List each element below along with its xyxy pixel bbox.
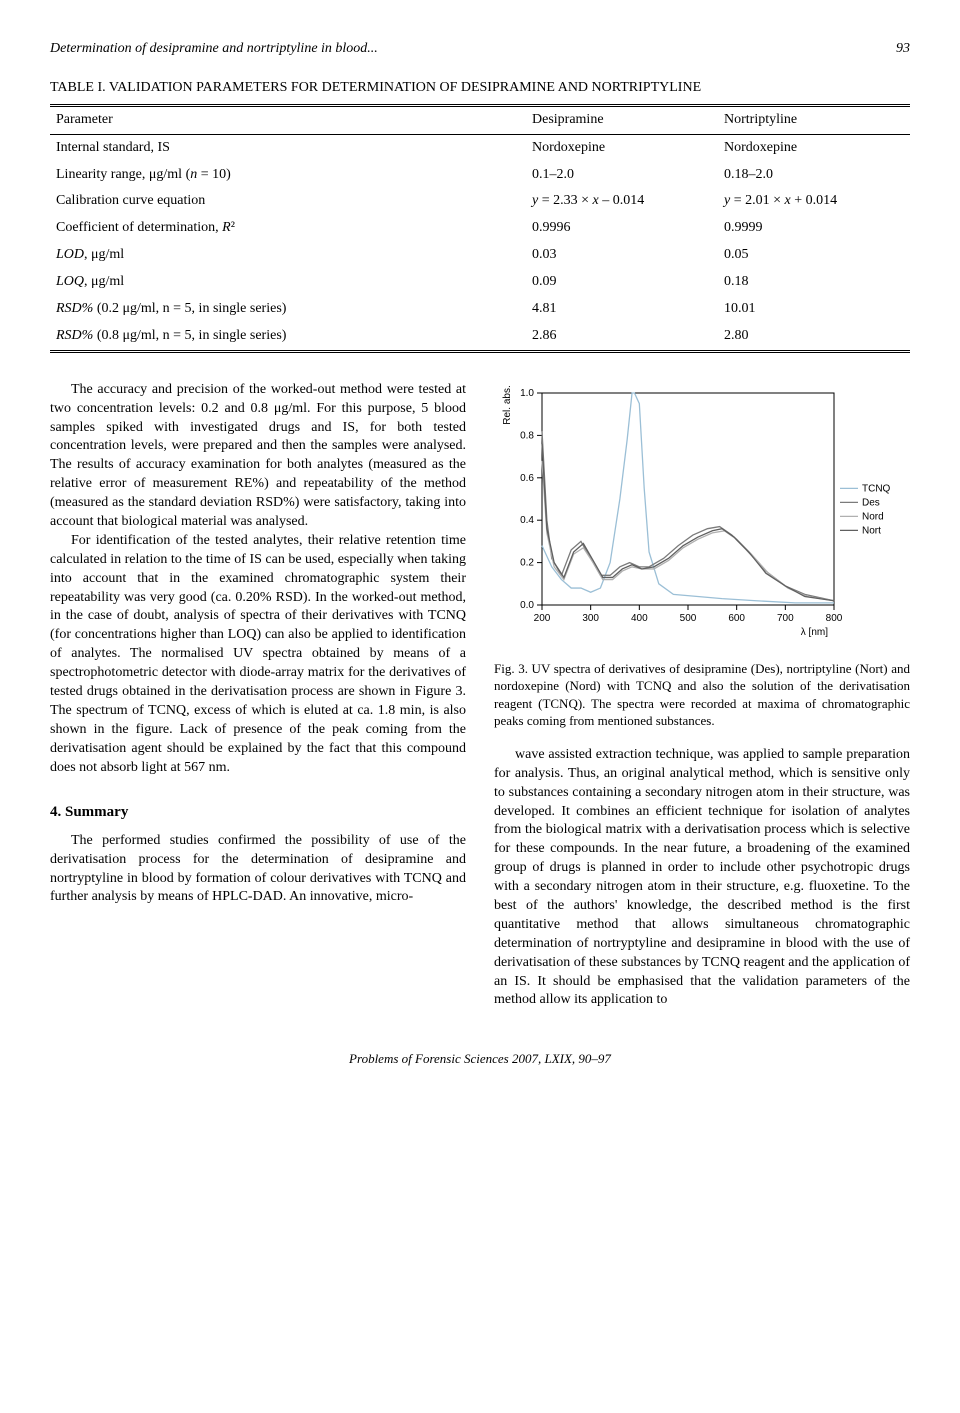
svg-text:0.4: 0.4 <box>520 515 534 526</box>
svg-text:0.8: 0.8 <box>520 430 534 441</box>
svg-text:λ [nm]: λ [nm] <box>801 627 828 638</box>
table-cell: 0.9999 <box>718 215 910 242</box>
svg-text:Rel. abs.: Rel. abs. <box>502 385 513 424</box>
table-cell: Nordoxepine <box>718 134 910 161</box>
table-cell: y = 2.01 × x + 0.014 <box>718 188 910 215</box>
svg-text:200: 200 <box>534 613 551 624</box>
table-cell: 10.01 <box>718 296 910 323</box>
svg-text:0.6: 0.6 <box>520 473 534 484</box>
svg-text:600: 600 <box>728 613 745 624</box>
col-desipramine: Desipramine <box>526 105 718 134</box>
left-p3: The performed studies confirmed the poss… <box>50 832 466 908</box>
left-p2: For identification of the tested analyte… <box>50 532 466 778</box>
left-column: The accuracy and precision of the worked… <box>50 381 466 1011</box>
svg-text:1.0: 1.0 <box>520 388 534 399</box>
table-cell: LOQ, μg/ml <box>50 269 526 296</box>
right-column: 200 300 400 500 600 700 800 0.0 0.2 0.4 0.6 0.8 1.0 λ… <box>494 381 910 1011</box>
table-cell: 0.03 <box>526 242 718 269</box>
table-title: TABLE I. VALIDATION PARAMETERS FOR DETER… <box>50 79 910 98</box>
svg-text:700: 700 <box>777 613 794 624</box>
figure-3: 200 300 400 500 600 700 800 0.0 0.2 0.4 0.6 0.8 1.0 λ… <box>494 381 910 648</box>
running-title: Determination of desipramine and nortrip… <box>50 40 378 59</box>
uv-spectra-chart: 200 300 400 500 600 700 800 0.0 0.2 0.4 0.6 0.8 1.0 λ… <box>494 381 904 641</box>
table-cell: 4.81 <box>526 296 718 323</box>
table-row: Calibration curve equationy = 2.33 × x –… <box>50 188 910 215</box>
table-row: Internal standard, ISNordoxepineNordoxep… <box>50 134 910 161</box>
left-p1: The accuracy and precision of the worked… <box>50 381 466 532</box>
table-row: RSD% (0.8 μg/ml, n = 5, in single series… <box>50 323 910 351</box>
summary-heading: 4. Summary <box>50 802 466 822</box>
table-row: Linearity range, μg/ml (n = 10)0.1–2.00.… <box>50 162 910 189</box>
svg-text:400: 400 <box>631 613 648 624</box>
col-parameter: Parameter <box>50 105 526 134</box>
table-cell: 0.09 <box>526 269 718 296</box>
table-cell: Coefficient of determination, R² <box>50 215 526 242</box>
table-cell: 0.18–2.0 <box>718 162 910 189</box>
col-nortriptyline: Nortriptyline <box>718 105 910 134</box>
table-cell: 0.1–2.0 <box>526 162 718 189</box>
svg-text:300: 300 <box>582 613 599 624</box>
figure-3-caption: Fig. 3. UV spectra of derivatives of des… <box>494 660 910 730</box>
svg-text:0.2: 0.2 <box>520 557 534 568</box>
table-cell: Nordoxepine <box>526 134 718 161</box>
svg-text:TCNQ: TCNQ <box>862 483 891 494</box>
table-cell: Calibration curve equation <box>50 188 526 215</box>
table-cell: 2.80 <box>718 323 910 351</box>
svg-text:Nort: Nort <box>862 525 881 536</box>
table-cell: LOD, μg/ml <box>50 242 526 269</box>
svg-text:Des: Des <box>862 497 880 508</box>
table-cell: 2.86 <box>526 323 718 351</box>
table-row: LOD, μg/ml0.030.05 <box>50 242 910 269</box>
table-cell: RSD% (0.2 μg/ml, n = 5, in single series… <box>50 296 526 323</box>
table-row: RSD% (0.2 μg/ml, n = 5, in single series… <box>50 296 910 323</box>
table-cell: 0.05 <box>718 242 910 269</box>
svg-text:500: 500 <box>680 613 697 624</box>
table-cell: 0.9996 <box>526 215 718 242</box>
table-row: Coefficient of determination, R²0.99960.… <box>50 215 910 242</box>
svg-text:Nord: Nord <box>862 511 884 522</box>
footer: Problems of Forensic Sciences 2007, LXIX… <box>50 1050 910 1068</box>
right-p1: wave assisted extraction technique, was … <box>494 746 910 1010</box>
table-cell: Internal standard, IS <box>50 134 526 161</box>
table-cell: RSD% (0.8 μg/ml, n = 5, in single series… <box>50 323 526 351</box>
validation-table: Parameter Desipramine Nortriptyline Inte… <box>50 104 910 353</box>
table-cell: 0.18 <box>718 269 910 296</box>
svg-text:0.0: 0.0 <box>520 600 534 611</box>
page-number: 93 <box>896 40 910 59</box>
table-row: LOQ, μg/ml0.090.18 <box>50 269 910 296</box>
table-cell: Linearity range, μg/ml (n = 10) <box>50 162 526 189</box>
table-cell: y = 2.33 × x – 0.014 <box>526 188 718 215</box>
svg-text:800: 800 <box>826 613 843 624</box>
running-header: Determination of desipramine and nortrip… <box>50 40 910 59</box>
